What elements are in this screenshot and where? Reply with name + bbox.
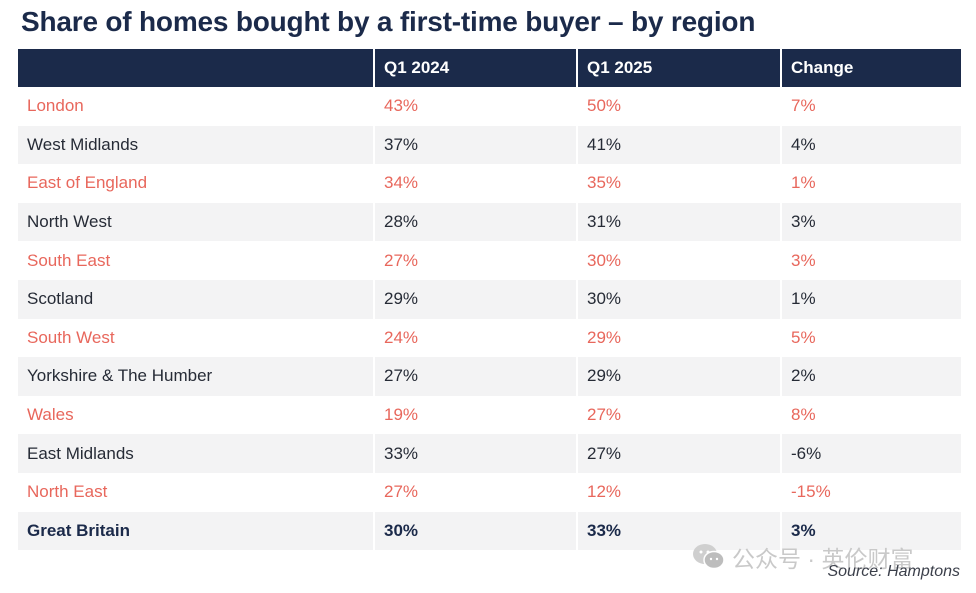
table-row: Wales 19% 27% 8% — [18, 395, 961, 435]
chart-title: Share of homes bought by a first-time bu… — [21, 6, 756, 37]
table-row: South West 24% 29% 5% — [18, 318, 961, 358]
total-row: Great Britain 30% 33% 3% — [18, 511, 961, 551]
table-row: West Midlands 37% 41% 4% — [18, 125, 961, 165]
table-row: London 43% 50% 7% — [18, 87, 961, 126]
table-row: Yorkshire & The Humber 27% 29% 2% — [18, 357, 961, 396]
cell-q1-2025: 27% — [577, 395, 782, 435]
cell-region: Scotland — [18, 279, 375, 319]
watermark-text: 公众号 · 英伦财富 — [732, 546, 914, 572]
cell-region: North East — [18, 472, 375, 512]
table-row: Scotland 29% 30% 1% — [18, 279, 961, 319]
cell-q1-2025: 12% — [577, 472, 782, 512]
cell-q1-2025: 31% — [577, 202, 782, 242]
cell-region: Wales — [18, 395, 375, 435]
header-region — [18, 49, 375, 87]
cell-change: 5% — [781, 318, 961, 358]
cell-change: 1% — [781, 164, 961, 203]
table-header-row: Q1 2024 Q1 2025 Change — [18, 49, 961, 87]
cell-change: 3% — [781, 241, 961, 280]
cell-region: East Midlands — [18, 434, 375, 473]
cell-change: 2% — [781, 357, 961, 396]
table-row: East Midlands 33% 27% -6% — [18, 434, 961, 473]
table-row: South East 27% 30% 3% — [18, 241, 961, 280]
cell-q1-2024: 33% — [374, 434, 578, 473]
table-row: North West 28% 31% 3% — [18, 202, 961, 242]
watermark: 公众号 · 英伦财富 — [692, 540, 913, 574]
cell-change: -6% — [781, 434, 961, 473]
table-row: North East 27% 12% -15% — [18, 472, 961, 512]
cell-q1-2024: 37% — [374, 125, 578, 165]
cell-q1-2024: 34% — [374, 164, 578, 203]
cell-region: East of England — [18, 164, 375, 203]
cell-region: Great Britain — [18, 511, 375, 551]
cell-q1-2024: 27% — [374, 357, 578, 396]
header-q1-2025: Q1 2025 — [577, 49, 782, 87]
cell-q1-2025: 50% — [577, 87, 782, 126]
cell-region: North West — [18, 202, 375, 242]
header-q1-2024: Q1 2024 — [374, 49, 578, 87]
cell-q1-2024: 27% — [374, 241, 578, 280]
cell-q1-2025: 27% — [577, 434, 782, 473]
cell-change: 3% — [781, 202, 961, 242]
cell-q1-2025: 30% — [577, 241, 782, 280]
cell-q1-2024: 43% — [374, 87, 578, 126]
cell-change: -15% — [781, 472, 961, 512]
region-table: Q1 2024 Q1 2025 Change London 43% 50% 7% Wes… — [18, 49, 961, 551]
cell-region: London — [18, 87, 375, 126]
cell-q1-2025: 41% — [577, 125, 782, 165]
cell-q1-2024: 24% — [374, 318, 578, 358]
header-change: Change — [781, 49, 961, 87]
source-note: Source: Hamptons — [827, 563, 960, 580]
cell-region: Yorkshire & The Humber — [18, 357, 375, 396]
cell-change: 8% — [781, 395, 961, 435]
cell-q1-2024: 30% — [374, 511, 578, 551]
cell-q1-2024: 29% — [374, 279, 578, 319]
cell-q1-2025: 35% — [577, 164, 782, 203]
cell-q1-2024: 28% — [374, 202, 578, 242]
cell-change: 1% — [781, 279, 961, 319]
cell-region: South East — [18, 241, 375, 280]
wechat-icon — [693, 544, 725, 570]
cell-q1-2025: 29% — [577, 357, 782, 396]
cell-change: 7% — [781, 87, 961, 126]
cell-change: 3% — [781, 511, 961, 551]
cell-region: South West — [18, 318, 375, 358]
cell-q1-2025: 30% — [577, 279, 782, 319]
cell-change: 4% — [781, 125, 961, 165]
table-row: East of England 34% 35% 1% — [18, 164, 961, 203]
cell-q1-2025: 33% — [577, 511, 782, 551]
cell-q1-2024: 27% — [374, 472, 578, 512]
cell-q1-2025: 29% — [577, 318, 782, 358]
cell-q1-2024: 19% — [374, 395, 578, 435]
cell-region: West Midlands — [18, 125, 375, 165]
